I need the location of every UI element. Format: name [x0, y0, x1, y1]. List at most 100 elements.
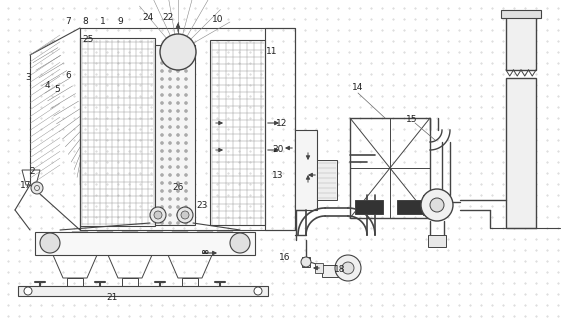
Circle shape — [168, 93, 172, 97]
Circle shape — [168, 205, 172, 209]
Circle shape — [185, 125, 187, 129]
Circle shape — [254, 287, 262, 295]
Circle shape — [168, 117, 172, 121]
Text: 23: 23 — [196, 201, 208, 210]
Circle shape — [160, 133, 163, 137]
Bar — [350, 118, 430, 218]
Circle shape — [177, 166, 180, 168]
Text: 21: 21 — [107, 293, 118, 301]
Circle shape — [160, 85, 163, 88]
Circle shape — [160, 117, 163, 121]
Text: 7: 7 — [65, 18, 71, 26]
Text: 1: 1 — [100, 18, 106, 26]
Circle shape — [185, 166, 187, 168]
Circle shape — [177, 101, 180, 105]
Bar — [428, 235, 446, 247]
Circle shape — [177, 62, 180, 64]
Circle shape — [177, 85, 180, 88]
Circle shape — [168, 101, 172, 105]
Circle shape — [168, 158, 172, 160]
Circle shape — [177, 125, 180, 129]
Circle shape — [177, 174, 180, 176]
Bar — [35, 232, 255, 255]
Bar — [18, 286, 268, 296]
Text: ∞: ∞ — [201, 247, 209, 257]
Text: 12: 12 — [277, 118, 288, 128]
Circle shape — [160, 109, 163, 113]
Text: 14: 14 — [352, 84, 364, 93]
Bar — [501, 10, 541, 18]
Text: 18: 18 — [334, 265, 346, 275]
Circle shape — [430, 198, 444, 212]
Circle shape — [160, 182, 163, 184]
Circle shape — [160, 93, 163, 97]
Text: 25: 25 — [82, 35, 94, 44]
Bar — [355, 200, 383, 214]
Circle shape — [177, 54, 180, 56]
Text: 5: 5 — [54, 85, 60, 94]
Circle shape — [168, 166, 172, 168]
Bar — [155, 45, 195, 225]
Circle shape — [160, 166, 163, 168]
Bar — [397, 200, 425, 214]
Circle shape — [168, 221, 172, 225]
Text: 6: 6 — [65, 70, 71, 79]
Bar — [322, 265, 342, 277]
Bar — [80, 38, 155, 226]
Circle shape — [160, 70, 163, 72]
Circle shape — [168, 182, 172, 184]
Circle shape — [168, 78, 172, 80]
Bar — [423, 195, 437, 215]
Circle shape — [160, 101, 163, 105]
Circle shape — [160, 150, 163, 152]
Circle shape — [168, 142, 172, 145]
Circle shape — [168, 197, 172, 201]
Circle shape — [185, 54, 187, 56]
Circle shape — [185, 70, 187, 72]
Circle shape — [421, 189, 453, 221]
Circle shape — [160, 174, 163, 176]
Circle shape — [336, 268, 344, 276]
Circle shape — [177, 117, 180, 121]
Bar — [67, 278, 83, 286]
Circle shape — [150, 207, 166, 223]
Circle shape — [342, 262, 354, 274]
Circle shape — [181, 211, 189, 219]
Circle shape — [177, 197, 180, 201]
Circle shape — [177, 189, 180, 192]
Circle shape — [40, 233, 60, 253]
Circle shape — [177, 70, 180, 72]
Circle shape — [177, 221, 180, 225]
Circle shape — [185, 158, 187, 160]
Circle shape — [185, 93, 187, 97]
Text: 3: 3 — [25, 73, 31, 83]
Circle shape — [160, 213, 163, 217]
Circle shape — [185, 205, 187, 209]
Circle shape — [168, 85, 172, 88]
Bar — [317, 160, 337, 200]
Circle shape — [177, 158, 180, 160]
Bar — [302, 257, 310, 267]
Circle shape — [168, 213, 172, 217]
Circle shape — [335, 255, 361, 281]
Circle shape — [160, 189, 163, 192]
Text: ∞: ∞ — [201, 248, 209, 256]
Circle shape — [185, 142, 187, 145]
Text: 8: 8 — [82, 18, 88, 26]
Circle shape — [185, 85, 187, 88]
Circle shape — [168, 189, 172, 192]
Circle shape — [185, 213, 187, 217]
Text: 15: 15 — [406, 115, 418, 124]
Circle shape — [160, 125, 163, 129]
Circle shape — [185, 117, 187, 121]
Text: 2: 2 — [29, 167, 35, 176]
Circle shape — [31, 182, 43, 194]
Circle shape — [168, 54, 172, 56]
Circle shape — [177, 109, 180, 113]
Circle shape — [168, 62, 172, 64]
Circle shape — [168, 150, 172, 152]
Bar — [210, 40, 265, 225]
Circle shape — [185, 174, 187, 176]
Circle shape — [177, 133, 180, 137]
Text: 10: 10 — [212, 16, 224, 25]
